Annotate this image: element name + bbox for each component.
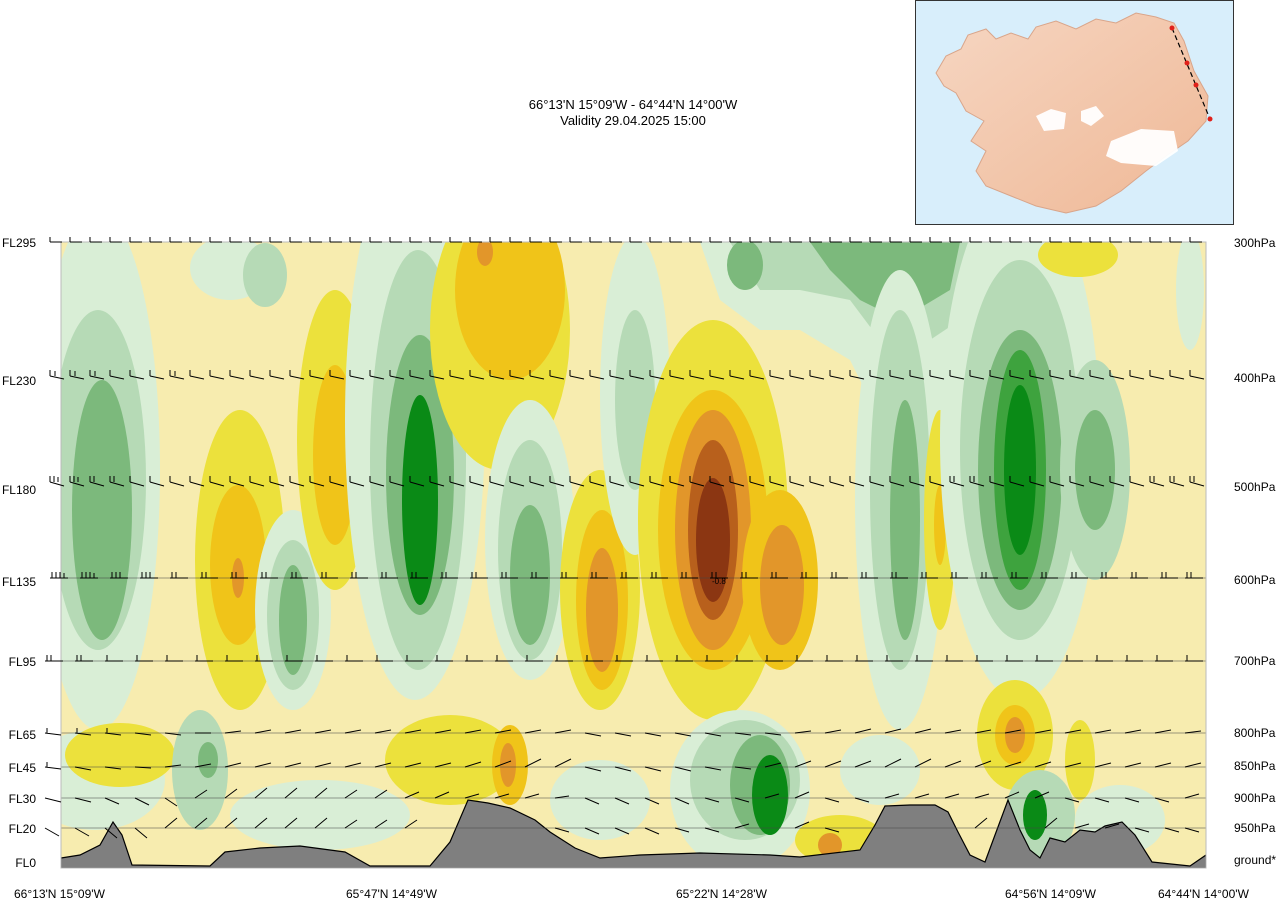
pressure-tick: 400hPa — [1234, 371, 1276, 385]
fl-tick: FL230 — [1, 374, 36, 388]
title-route: 66°13'N 15°09'W - 64°44'N 14°00'W — [528, 97, 738, 112]
title-validity: Validity 29.04.2025 15:00 — [560, 113, 706, 128]
track-point — [1207, 116, 1213, 122]
pressure-tick: 300hPa — [1234, 236, 1276, 250]
pressure-tick: 950hPa — [1234, 821, 1276, 835]
fl-tick: FL45 — [8, 761, 36, 775]
barbs-300hpa — [49, 237, 1202, 243]
fl-tick: FL180 — [1, 483, 36, 497]
contour-annotation: -0.8 — [712, 577, 726, 586]
barbs-900hpa — [44, 787, 1200, 807]
x-tick: 64°56'N 14°09'W — [1005, 887, 1096, 901]
location-map — [915, 0, 1234, 225]
terrain-profile — [61, 798, 1206, 868]
pressure-tick: 850hPa — [1234, 759, 1276, 773]
iceland-map — [935, 12, 1213, 214]
barbs-800hpa — [44, 728, 1202, 737]
track-point — [1184, 60, 1190, 66]
pressure-tick: ground* — [1234, 853, 1277, 867]
glacier-west — [1036, 109, 1066, 131]
barbs-700hpa — [45, 655, 1203, 662]
track-point — [1193, 82, 1199, 88]
fl-tick: FL20 — [8, 822, 36, 836]
barbs-950hpa — [44, 817, 1200, 839]
x-tick: 65°47'N 14°49'W — [346, 887, 437, 901]
barbs-850hpa — [44, 758, 1202, 772]
fl-tick: FL135 — [1, 575, 36, 589]
contour-field: -0.8 — [61, 242, 1206, 868]
glacier-center — [1081, 106, 1104, 126]
chart-title: 66°13'N 15°09'W - 64°44'N 14°00'W Validi… — [460, 97, 806, 129]
fl-tick: FL65 — [8, 728, 36, 742]
fl-tick: FL0 — [15, 856, 36, 870]
pressure-tick: 700hPa — [1234, 654, 1276, 668]
barbs-600hpa — [50, 572, 1203, 579]
glacier-southeast — [1106, 129, 1178, 166]
x-tick: 66°13'N 15°09'W — [14, 887, 105, 901]
pressure-tick: 600hPa — [1234, 573, 1276, 587]
fl-tick: FL95 — [8, 655, 36, 669]
pressure-tick: 500hPa — [1234, 480, 1276, 494]
barbs-400hpa — [49, 370, 1205, 380]
pressure-tick: 900hPa — [1234, 791, 1276, 805]
x-tick: 65°22'N 14°28'W — [676, 887, 767, 901]
track-point — [1169, 25, 1175, 31]
barbs-500hpa — [49, 476, 1205, 487]
fl-tick: FL295 — [1, 236, 36, 250]
fl-tick: FL30 — [8, 792, 36, 806]
pressure-tick: 800hPa — [1234, 726, 1276, 740]
section-track — [1171, 27, 1211, 120]
x-tick: 64°44'N 14°00'W — [1158, 887, 1249, 901]
wind-barbs — [44, 237, 1205, 839]
